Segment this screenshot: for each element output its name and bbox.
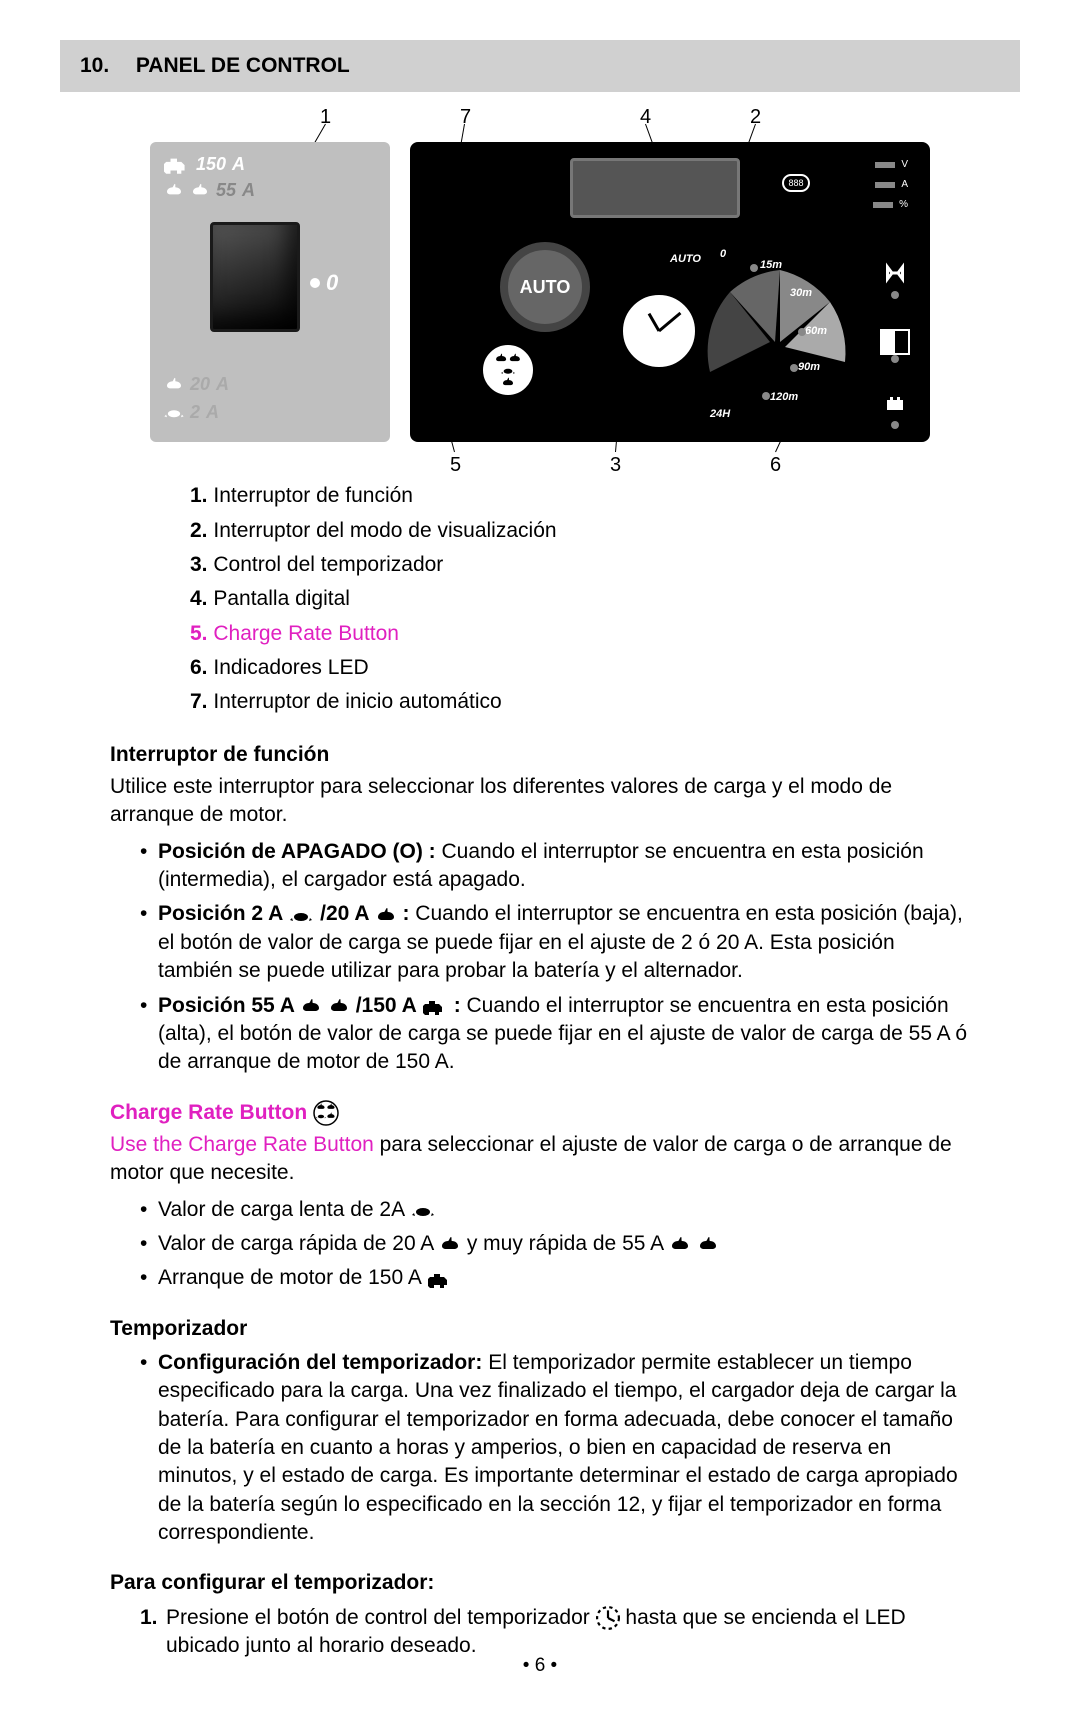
meter-a: A [875,178,908,192]
paragraph: Use the Charge Rate Button para seleccio… [110,1131,970,1188]
callout-2: 2 [750,104,761,131]
off-position-label: 0 [310,268,338,298]
list-item: Configuración del temporizador: El tempo… [140,1349,970,1547]
rabbit-icon [669,1236,691,1252]
turtle-icon [410,1202,436,1218]
rabbit-icon [439,1236,461,1252]
timer-control[interactable] [620,292,698,370]
led-indicators [880,262,910,429]
legend-item: 2. Interruptor del modo de visualización [190,517,970,545]
legend-item: 1. Interruptor de función [190,482,970,510]
rating-20a: 20A [164,372,229,396]
rabbit-icon [375,907,397,923]
legend-item: 5. Charge Rate Button [190,620,970,648]
numbered-list: 1.Presione el botón de control del tempo… [140,1604,970,1661]
callout-7: 7 [460,104,471,131]
display-panel: 888 V A % AUTO AUTO 0 15 [410,142,930,442]
page-content: 1 7 4 2 5 3 6 150A 55A 0 [0,112,1080,1660]
charge-rate-icon [313,1100,339,1126]
clamps-indicator [883,262,907,298]
section-title: PANEL DE CONTROL [136,54,350,77]
callout-3: 3 [610,452,621,479]
rabbit-icon [300,998,322,1014]
rabbit-icon [328,998,350,1014]
charging-indicator [880,329,910,363]
turtle-icon [500,365,516,375]
page-number: • 6 • [0,1653,1080,1679]
list-item: Valor de carga lenta de 2A [140,1196,970,1224]
list-item: Posición 55 A /150 A : Cuando el interru… [140,992,970,1077]
control-panel-diagram: 1 7 4 2 5 3 6 150A 55A 0 [130,112,950,472]
legend-item: 4. Pantalla digital [190,585,970,613]
subheading-timer: Temporizador [110,1315,970,1343]
rabbit-icon [697,1236,719,1252]
rating-150a: 150A [164,152,245,176]
legend-item: 3. Control del temporizador [190,551,970,579]
rocker-panel: 150A 55A 0 20A 2A [150,142,390,442]
rabbit-icon [500,377,516,387]
list-item: Posición de APAGADO (O) : Cuando el inte… [140,838,970,895]
bullet-list: Valor de carga lenta de 2A Valor de carg… [140,1196,970,1293]
rabbit-icon [164,183,184,197]
paragraph: Utilice este interruptor para selecciona… [110,773,970,830]
rabbit-pair-icon [493,353,523,363]
turtle-icon [288,907,314,923]
engine-icon [422,998,448,1014]
digital-display [570,158,740,218]
list-item: 1.Presione el botón de control del tempo… [140,1604,970,1661]
auto-start-button[interactable]: AUTO [500,242,590,332]
rating-2a: 2A [164,400,219,424]
rabbit-icon [190,183,210,197]
rabbit-icon [164,377,184,391]
section-number: 10. [80,52,130,80]
function-switch[interactable] [210,222,300,332]
meter-v: V [875,158,908,172]
battery-indicator [883,393,907,429]
list-item: Valor de carga rápida de 20 A y muy rápi… [140,1230,970,1258]
legend-item: 6. Indicadores LED [190,654,970,682]
callout-6: 6 [770,452,781,479]
bullet-list: Configuración del temporizador: El tempo… [140,1349,970,1547]
charge-rate-button[interactable] [480,342,536,398]
timer-dial: AUTO 0 15m 30m 60m 90m 120m 24H [690,252,860,422]
engine-icon [427,1271,453,1287]
list-item: Arranque de motor de 150 A [140,1264,970,1292]
display-mode-switch[interactable]: 888 [782,174,810,192]
meter-pct: % [873,198,908,212]
subheading-function-switch: Interruptor de función [110,741,970,769]
clock-icon [596,1606,620,1630]
subheading-charge-rate: Charge Rate Button [110,1099,970,1127]
turtle-icon [164,405,184,419]
legend-list: 1. Interruptor de función 2. Interruptor… [190,482,970,716]
subheading-configure-timer: Para configurar el temporizador: [110,1569,970,1597]
legend-item: 7. Interruptor de inicio automático [190,688,970,716]
list-item: Posición 2 A /20 A : Cuando el interrupt… [140,900,970,985]
section-header: 10. PANEL DE CONTROL [60,40,1020,92]
bullet-list: Posición de APAGADO (O) : Cuando el inte… [140,838,970,1077]
battery-icon [883,395,907,413]
engine-icon [164,155,190,173]
rating-55a: 55A [164,178,255,202]
clamps-icon [883,264,907,282]
callout-5: 5 [450,452,461,479]
